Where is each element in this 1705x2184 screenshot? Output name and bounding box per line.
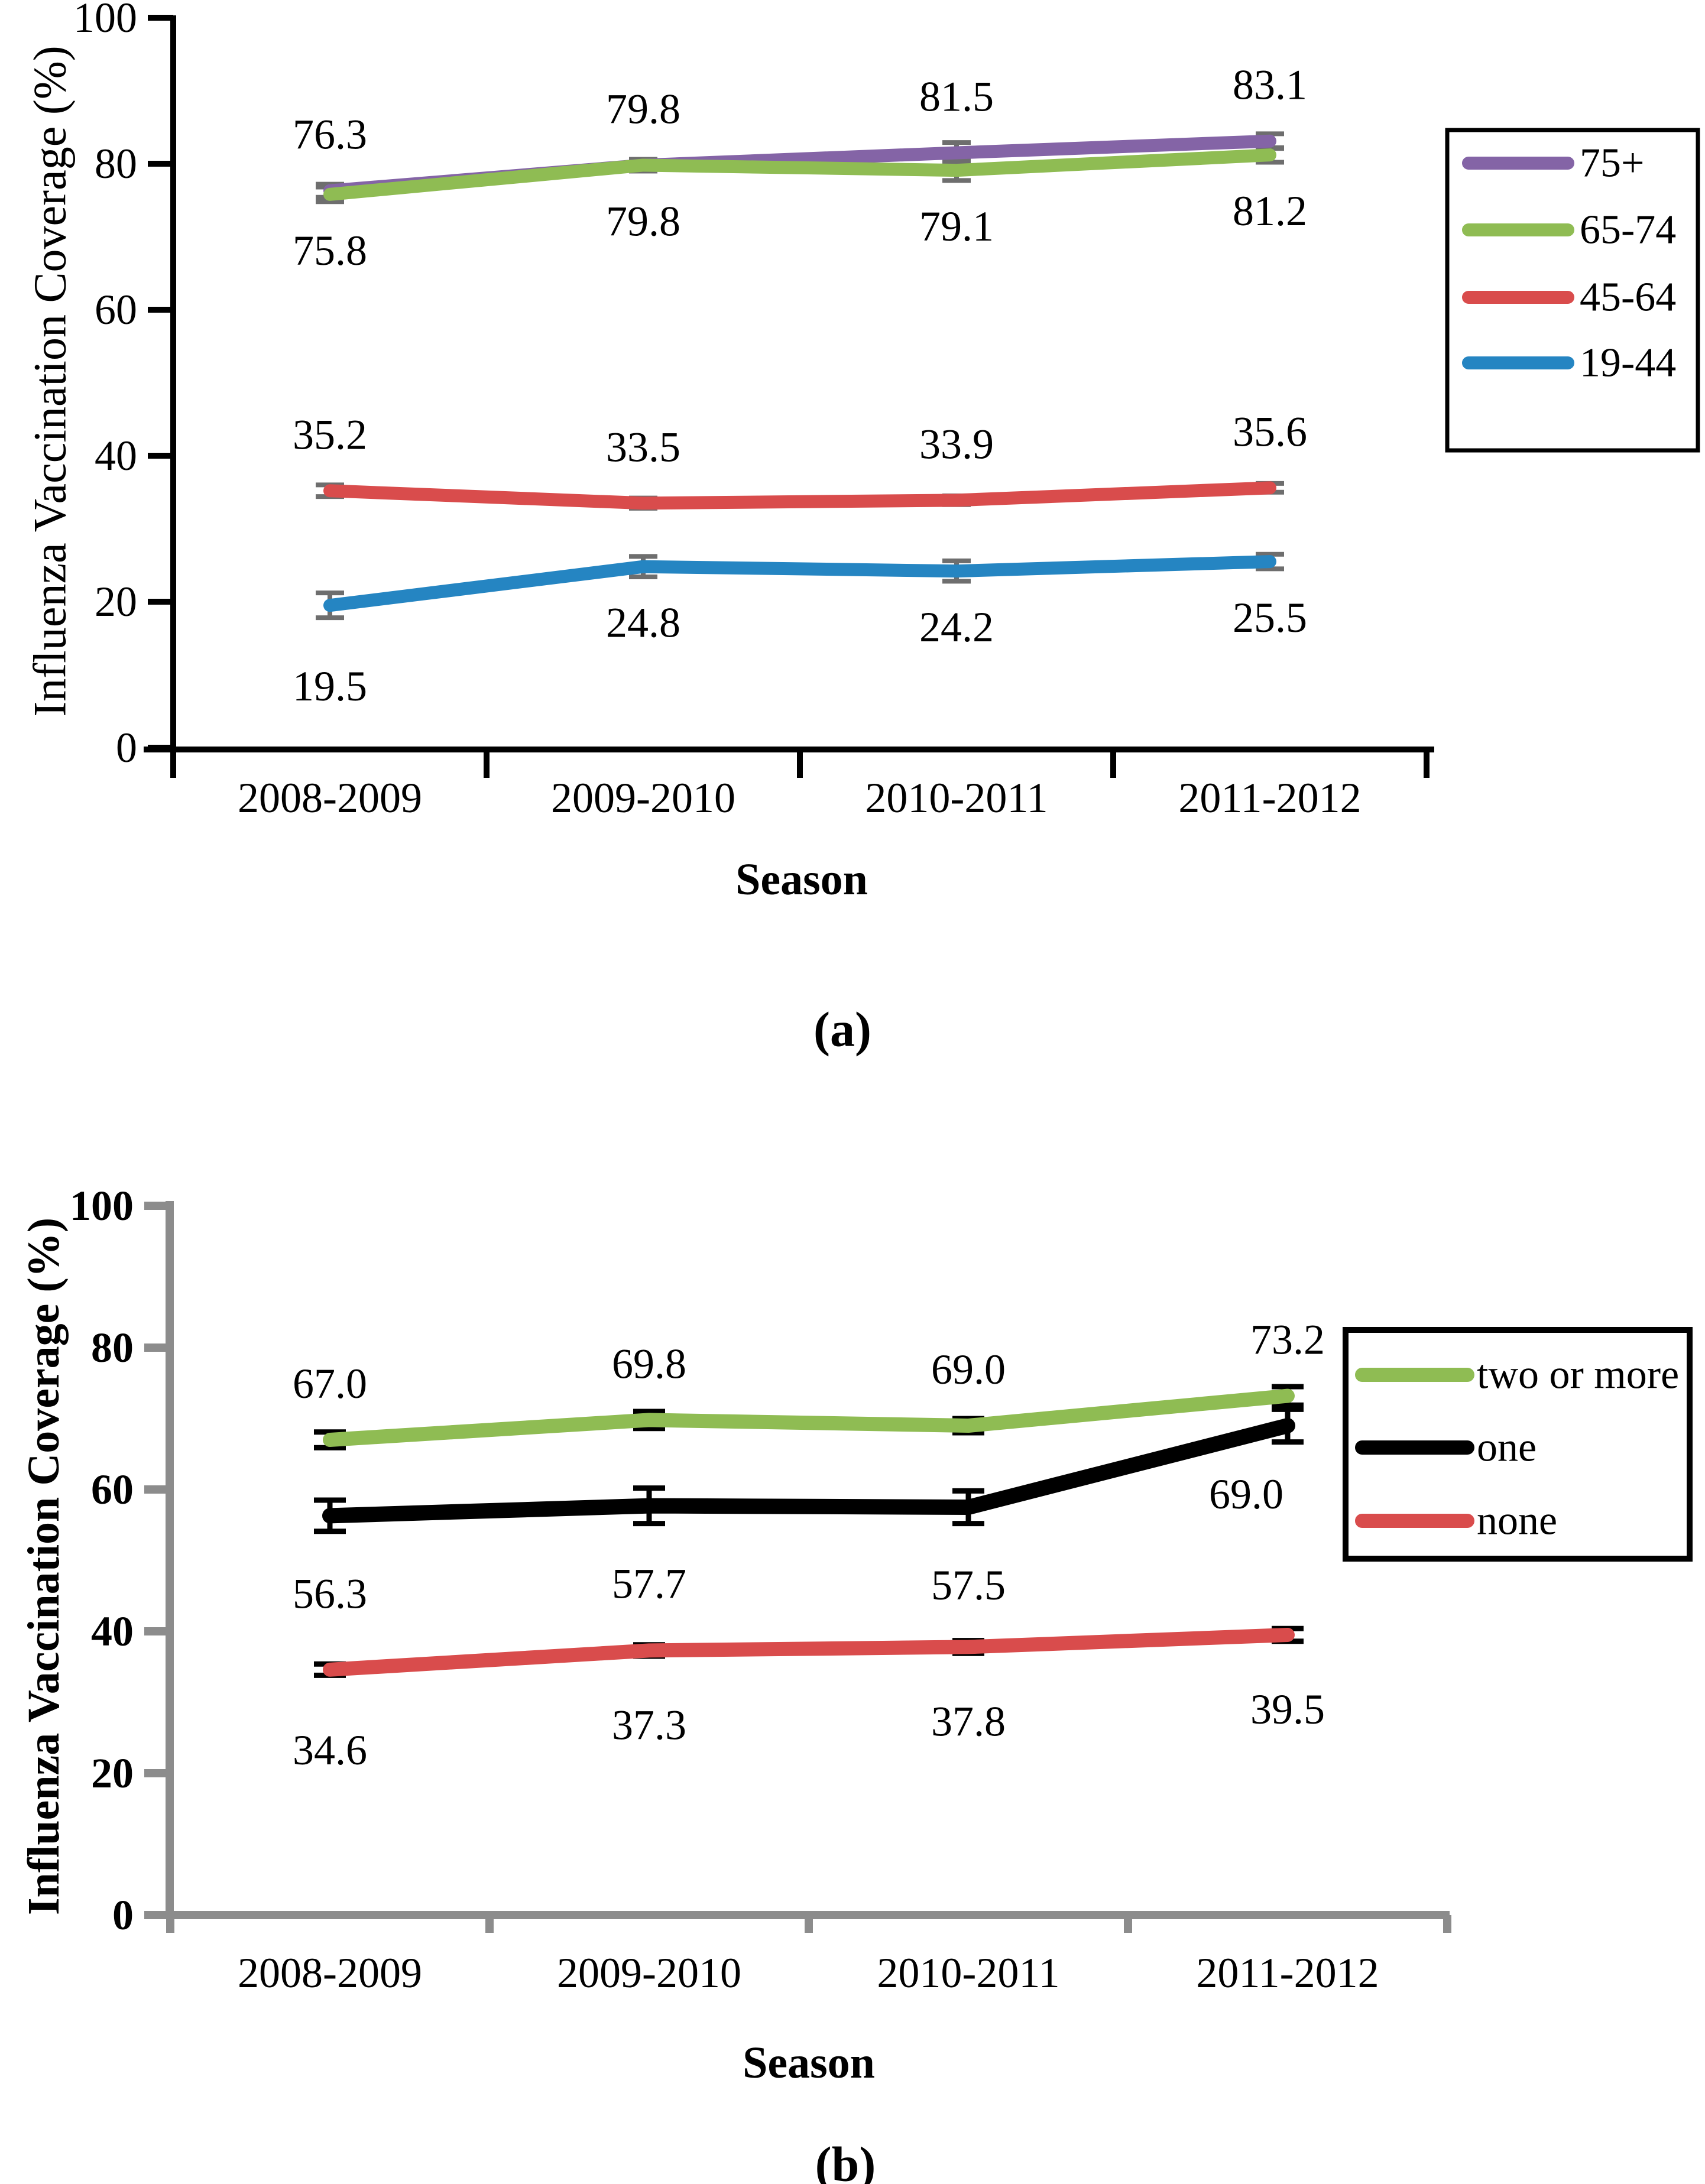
legend: two or more one none xyxy=(1343,1327,1693,1562)
y-tick-label: 60 xyxy=(91,1466,134,1513)
x-tick-label: 2009-2010 xyxy=(551,774,735,822)
data-label: 33.5 xyxy=(606,423,680,470)
data-label: 37.3 xyxy=(612,1701,686,1748)
x-tick-label: 2008-2009 xyxy=(238,774,422,822)
legend-label: 65-74 xyxy=(1580,207,1676,253)
series-line-one xyxy=(322,1418,1295,1524)
data-label: 81.5 xyxy=(919,73,994,120)
data-label: 39.5 xyxy=(1250,1686,1325,1733)
data-label: 69.0 xyxy=(931,1346,1006,1393)
legend-item-45-64: 45-64 xyxy=(1462,275,1676,320)
data-label: 69.8 xyxy=(612,1340,686,1387)
data-label: 19.5 xyxy=(293,663,367,710)
legend: 75+ 65-74 45-64 19-44 xyxy=(1445,128,1700,453)
y-tick-label: 0 xyxy=(112,1891,134,1939)
y-tick-label: 60 xyxy=(95,286,137,333)
legend-item-19-44: 19-44 xyxy=(1462,340,1676,386)
series-line-45-64 xyxy=(323,481,1276,510)
y-tick-label: 100 xyxy=(73,0,137,41)
series-line-two or more xyxy=(323,1388,1295,1447)
data-label: 56.3 xyxy=(293,1570,367,1617)
y-tick-label: 20 xyxy=(95,578,137,625)
data-label: 81.2 xyxy=(1233,187,1307,235)
x-tick-label: 2010-2011 xyxy=(877,1949,1059,1997)
legend-item-none: none xyxy=(1355,1498,1557,1544)
data-label: 34.6 xyxy=(293,1727,367,1774)
x-tick-label: 2011-2012 xyxy=(1178,774,1361,822)
y-axis-title: Influenza Vaccination Coverage (%) xyxy=(19,1218,69,1915)
legend-label: 75+ xyxy=(1580,141,1644,186)
legend-box xyxy=(1445,128,1700,453)
panel-label: (b) xyxy=(815,2137,876,2184)
data-label: 37.8 xyxy=(931,1698,1006,1745)
y-tick-label: 80 xyxy=(95,140,137,187)
y-tick-label: 0 xyxy=(116,724,137,771)
y-tick-label: 40 xyxy=(91,1608,134,1655)
data-label: 33.9 xyxy=(919,420,994,468)
data-label: 35.2 xyxy=(293,411,367,458)
legend-item-one: one xyxy=(1355,1425,1537,1471)
data-label: 24.2 xyxy=(919,603,994,651)
x-tick-label: 2009-2010 xyxy=(557,1949,741,1997)
panel-a: 0 20 40 60 80 100 2008-2009 2009-2010 2010-2011 2… xyxy=(24,0,1700,1057)
data-label: 79.8 xyxy=(606,85,680,132)
series-line-65-74 xyxy=(323,148,1276,201)
legend-label: 45-64 xyxy=(1580,275,1676,320)
data-label: 67.0 xyxy=(293,1360,367,1407)
panel-b: 0 20 40 60 80 100 2008-2009 2009-2010 2010-2011 2… xyxy=(19,1182,1693,2184)
legend-label: none xyxy=(1477,1498,1557,1544)
data-label: 83.1 xyxy=(1233,61,1307,109)
data-label: 69.0 xyxy=(1209,1471,1283,1518)
x-tick-label: 2011-2012 xyxy=(1196,1949,1379,1997)
legend-label: one xyxy=(1477,1425,1537,1471)
panel-label: (a) xyxy=(813,1002,871,1057)
legend-item-75+: 75+ xyxy=(1462,141,1644,186)
y-tick-label: 20 xyxy=(91,1750,134,1797)
x-axis-title: Season xyxy=(743,2038,875,2088)
x-tick-label: 2010-2011 xyxy=(865,774,1048,822)
y-axis-title: Influenza Vaccination Coverage (%) xyxy=(24,46,76,717)
legend-label: two or more xyxy=(1477,1352,1679,1398)
x-tick-label: 2008-2009 xyxy=(238,1949,422,1997)
data-label: 76.3 xyxy=(293,111,367,158)
y-tick-label: 80 xyxy=(91,1324,134,1371)
legend-item-65-74: 65-74 xyxy=(1462,207,1676,253)
legend-label: 19-44 xyxy=(1580,340,1676,386)
y-tick-label: 40 xyxy=(95,432,137,479)
data-label: 79.1 xyxy=(919,203,994,250)
series-line-19-44 xyxy=(323,555,1276,612)
y-tick-label: 100 xyxy=(70,1182,134,1229)
data-label: 75.8 xyxy=(293,227,367,274)
data-label: 25.5 xyxy=(1233,594,1307,641)
x-axis-title: Season xyxy=(735,855,868,904)
data-label: 35.6 xyxy=(1233,408,1307,455)
data-label: 57.7 xyxy=(612,1560,686,1608)
series-line-none xyxy=(323,1628,1295,1677)
data-label: 57.5 xyxy=(931,1562,1006,1609)
data-label: 73.2 xyxy=(1250,1316,1325,1364)
legend-item-two or more: two or more xyxy=(1355,1352,1679,1398)
data-label: 24.8 xyxy=(606,599,680,647)
data-label: 79.8 xyxy=(606,197,680,245)
